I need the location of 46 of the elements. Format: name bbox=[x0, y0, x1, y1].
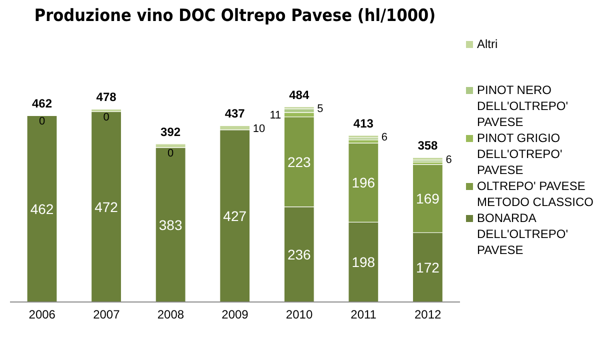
data-label: 462 bbox=[30, 200, 54, 217]
x-tick-label: 2007 bbox=[93, 308, 120, 322]
total-label: 392 bbox=[160, 124, 181, 139]
total-label: 437 bbox=[224, 106, 246, 121]
total-label: 413 bbox=[353, 116, 374, 130]
x-tick-label: 2006 bbox=[28, 308, 56, 322]
total-label: 478 bbox=[96, 90, 117, 104]
total-label: 462 bbox=[32, 96, 52, 111]
legend-label: BONARDA DELL'OLTREPO' PAVESE bbox=[477, 210, 570, 258]
x-tick-label: 2008 bbox=[157, 308, 184, 322]
data-label: 196 bbox=[352, 174, 376, 191]
bar bbox=[284, 108, 314, 113]
data-label: 0 bbox=[103, 112, 110, 124]
data-label: 0 bbox=[38, 116, 46, 128]
legend-label: Altri bbox=[477, 36, 498, 52]
x-tick-label: 2010 bbox=[286, 308, 313, 322]
data-label: 6 bbox=[446, 154, 452, 166]
x-tick-label: 2009 bbox=[222, 308, 249, 322]
bar bbox=[90, 111, 122, 302]
bar bbox=[155, 147, 186, 302]
x-tick-label: 2012 bbox=[414, 308, 442, 322]
bar bbox=[26, 115, 58, 302]
data-label: 198 bbox=[352, 254, 376, 270]
chart-title: Produzione vino DOC Oltrepo Pavese (hl/1000) bbox=[33, 6, 437, 26]
data-label: 383 bbox=[158, 216, 182, 233]
data-label: 236 bbox=[287, 246, 312, 262]
data-label: 169 bbox=[416, 190, 440, 207]
data-label: 0 bbox=[168, 148, 174, 160]
bar bbox=[220, 129, 250, 302]
data-label: 472 bbox=[94, 198, 118, 215]
data-label: 427 bbox=[223, 208, 247, 224]
data-label: 11 bbox=[270, 110, 282, 122]
data-label: 172 bbox=[416, 259, 440, 276]
data-label: 223 bbox=[287, 154, 312, 170]
data-label: 5 bbox=[317, 102, 324, 115]
legend-label: PINOT NERO DELL'OLTREPO' PAVESE bbox=[477, 82, 570, 130]
bar bbox=[284, 106, 314, 110]
x-tick-label: 2011 bbox=[350, 308, 377, 322]
total-label: 358 bbox=[418, 138, 438, 153]
legend-label: PINOT GRIGIO DELL'OTREPO' PAVESE bbox=[477, 130, 564, 178]
bar bbox=[348, 135, 379, 138]
data-label: 10 bbox=[252, 122, 266, 135]
total-label: 484 bbox=[289, 88, 310, 102]
bar bbox=[412, 157, 444, 160]
data-label: 6 bbox=[381, 132, 388, 144]
legend-label: OLTREPO' PAVESE METODO CLASSICO bbox=[477, 178, 594, 210]
